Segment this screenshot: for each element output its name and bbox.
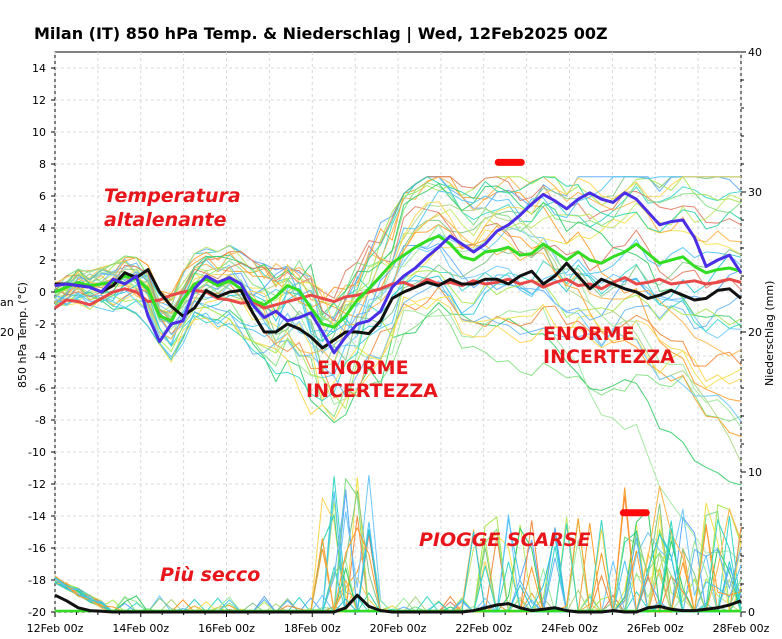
series-mean — [54, 234, 742, 329]
x-tick-label: 24Feb 00z — [541, 622, 598, 635]
x-tick-label: 28Feb 00z — [713, 622, 770, 635]
annotations: Temperatura altalenante ENORME INCERTEZZ… — [104, 185, 675, 586]
right-tick-label: 30 — [748, 186, 762, 199]
ensemble-line — [54, 212, 742, 364]
right-tick-label: 0 — [748, 606, 755, 619]
x-tick-label: 12Feb 00z — [27, 622, 84, 635]
left-tick-label: -10 — [28, 446, 46, 459]
precip-operational — [54, 593, 742, 614]
left-tick-label: 14 — [32, 62, 46, 75]
annotation-enorme-2: ENORME — [543, 323, 635, 345]
grid-lines — [54, 52, 742, 613]
annotation-piu-secco: Più secco — [160, 564, 260, 586]
left-tick-label: -14 — [28, 510, 46, 523]
main-series — [54, 191, 743, 614]
y-axis-label-right: Niederschlag (mm) — [763, 281, 776, 386]
left-tick-label: -18 — [28, 574, 46, 587]
annotation-incertezza-2: INCERTEZZA — [543, 346, 675, 368]
ensemble-line — [54, 262, 742, 422]
left-tick-label: -8 — [35, 414, 46, 427]
ensemble-line — [54, 176, 742, 304]
left-tick-label: -4 — [35, 350, 46, 363]
x-tick-label: 18Feb 00z — [284, 622, 341, 635]
left-tick-label: 2 — [39, 254, 46, 267]
left-axis: 14 12 10 8 6 4 2 0 -2 -4 -6 -8 -10 -12 -14 -16 -18 -20 — [28, 62, 55, 619]
ensemble-precip-lines — [54, 475, 742, 614]
left-edge-fragment-1: an — [0, 296, 14, 309]
ensemble-line — [54, 176, 741, 331]
right-tick-label: 20 — [748, 326, 762, 339]
right-tick-label: 40 — [748, 46, 762, 59]
left-tick-label: -6 — [35, 382, 46, 395]
chart-title: Milan (IT) 850 hPa Temp. & Niederschlag … — [34, 24, 608, 44]
annotation-enorme-1: ENORME — [317, 357, 409, 379]
annotation-incertezza-1: INCERTEZZA — [306, 380, 438, 402]
x-tick-label: 20Feb 00z — [370, 622, 427, 635]
annotation-altalenante: altalenante — [104, 209, 227, 231]
left-tick-label: 4 — [39, 222, 46, 235]
x-tick-label: 22Feb 00z — [455, 622, 512, 635]
left-tick-label: 6 — [39, 190, 46, 203]
ensemble-line — [54, 292, 742, 402]
x-axis: 12Feb 00z 14Feb 00z 16Feb 00z 18Feb 00z 20Fe… — [27, 612, 770, 635]
annotation-temperatura: Temperatura — [104, 185, 241, 207]
left-edge-fragment-2: 20 — [0, 326, 14, 339]
ensemble-line — [54, 176, 742, 402]
series-operational — [55, 261, 742, 350]
ensemble-line — [54, 262, 742, 398]
right-axis: 40 30 20 10 0 — [741, 46, 762, 619]
left-tick-label: -2 — [35, 318, 46, 331]
right-tick-label: 10 — [748, 466, 762, 479]
x-tick-label: 14Feb 00z — [112, 622, 169, 635]
ensemble-line — [54, 246, 742, 373]
left-tick-label: 10 — [32, 126, 46, 139]
series-control — [54, 191, 743, 355]
left-tick-label: 8 — [39, 158, 46, 171]
highlight-mark-1 — [494, 158, 525, 166]
left-tick-label: -16 — [28, 542, 46, 555]
highlight-mark-2 — [619, 509, 650, 517]
ensemble-line — [54, 270, 742, 410]
left-tick-label: 12 — [32, 94, 46, 107]
left-tick-label: -20 — [28, 606, 46, 619]
left-tick-label: 0 — [39, 286, 46, 299]
ensemble-line — [54, 176, 741, 358]
annotation-piogge-scarse: PIOGGE SCARSE — [419, 529, 591, 551]
left-tick-label: -12 — [28, 478, 46, 491]
highlight-marks — [494, 158, 650, 517]
y-axis-label-left: 850 hPa Temp. (°C) — [16, 282, 29, 388]
ensemble-line — [54, 182, 742, 322]
ensemble-line — [54, 260, 742, 402]
x-tick-label: 26Feb 00z — [627, 622, 684, 635]
x-tick-label: 16Feb 00z — [198, 622, 255, 635]
